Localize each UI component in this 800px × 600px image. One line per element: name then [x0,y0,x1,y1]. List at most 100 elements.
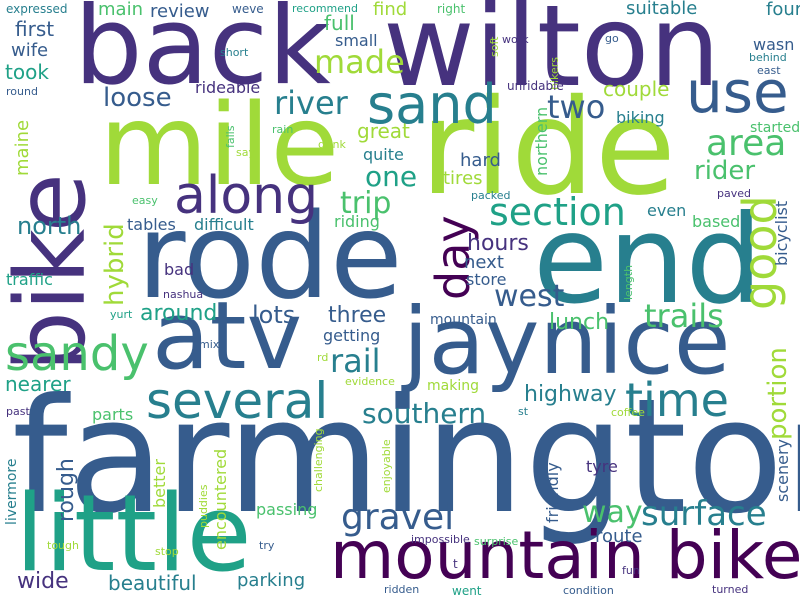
word: route [595,526,643,547]
word: stop [155,545,179,558]
word: easy [132,194,158,207]
word: riding [334,212,380,231]
word: use [686,58,789,126]
word: difficult [194,215,254,234]
word: turned [712,583,749,596]
word: impossible [411,533,470,546]
word: rail [330,342,381,380]
word: mountain [430,312,497,328]
word: tables [127,215,176,234]
word: review [150,1,210,22]
word: little [15,472,252,595]
word: main [98,0,143,20]
word: couple [603,77,670,101]
word: bad [164,260,195,279]
word: scenery [773,438,792,502]
word: highway [524,382,617,407]
word: two [547,88,606,126]
word: full [324,11,355,35]
word: friendly [543,462,562,523]
word: weve [232,2,264,16]
word: rider [694,156,756,186]
word: nashua [163,288,204,301]
word: enjoyable [380,439,393,493]
word: tires [443,168,483,189]
word: tough [47,539,79,552]
word: drink [318,138,346,151]
word: right [437,2,466,16]
word: past [6,405,30,418]
word: work [502,33,529,46]
word: back [74,0,331,109]
word: yurt [110,308,133,321]
word: three [328,303,387,328]
word: packed [471,189,511,202]
word: puddies [197,484,210,528]
word: short [220,46,249,59]
word: small [335,31,378,50]
word: surface [641,494,767,534]
word: river [274,84,348,122]
word: wife [11,40,49,61]
word: jaynice [403,288,731,395]
word: rd [317,351,329,364]
word: traffic [6,270,53,289]
word: surprise [474,535,519,548]
word: farmington [12,365,800,549]
word: trails [644,297,724,335]
word: loose [103,83,172,113]
word: took [5,60,49,84]
word: expressed [6,2,68,16]
word: end [533,189,763,331]
word: trip [340,186,392,221]
word: rain [272,123,294,136]
word: unridable [507,79,564,93]
word: getting [323,326,381,345]
word: lunch [549,310,610,335]
word: southern [362,397,487,430]
word: maine [12,119,33,176]
word: rough [54,458,79,522]
word: parts [92,405,134,424]
word: mountain bike [330,517,800,594]
word: time [625,373,729,427]
word: along [174,166,319,226]
word: store [466,270,507,289]
word: try [259,539,275,552]
word: biking [616,108,665,127]
word: passing [256,500,318,519]
word: several [146,372,329,430]
word: round [6,85,38,98]
word: rideable [195,78,261,97]
word: livermore [4,458,20,525]
word: northern [532,106,551,176]
word: atv [152,282,303,391]
word: soft [488,36,501,57]
word: bicyclist [772,200,791,266]
word: making [427,378,479,394]
word: based [692,212,741,231]
word: east [757,64,781,77]
word: hybrid [100,223,130,306]
word: wasn [753,35,795,54]
word: sand [367,73,497,136]
word: section [489,190,626,234]
word: mix [199,338,220,351]
word: t [453,557,458,571]
word: say [236,146,255,159]
word: condition [563,584,614,597]
word: recommend [292,2,358,15]
word: better [150,459,169,508]
word: next [464,252,504,273]
word: parking [237,570,306,591]
word: mile [99,81,340,211]
word: go [605,32,619,45]
word: gravel [341,497,455,538]
word: st [518,405,529,418]
word: falls [224,125,237,148]
word: went [452,584,482,598]
word: ride [420,71,676,225]
word: paved [717,187,751,200]
word: portion [763,347,793,440]
